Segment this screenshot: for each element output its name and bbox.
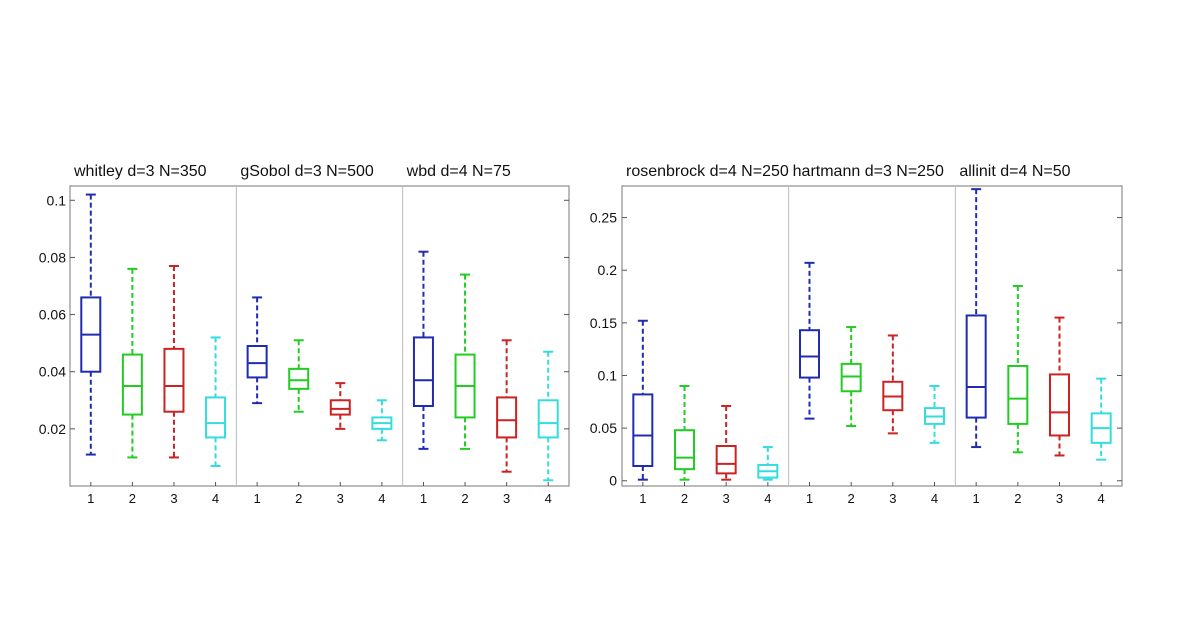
x-tick-label: 1 — [254, 491, 261, 506]
box-1: 1 — [246, 296, 268, 506]
box-4: 4 — [205, 336, 227, 506]
box-4: 4 — [1090, 377, 1112, 506]
y-tick-label: 0 — [609, 473, 617, 489]
x-tick-label: 1 — [973, 491, 980, 506]
iqr-box — [1049, 373, 1070, 437]
panel-title: hartmann d=3 N=250 — [793, 163, 944, 180]
iqr-box — [537, 399, 559, 439]
x-tick-label: 4 — [931, 491, 938, 506]
box-2: 2 — [288, 339, 310, 506]
iqr-box — [288, 367, 310, 390]
box-3: 3 — [163, 265, 185, 506]
y-tick-label: 0.02 — [39, 421, 66, 437]
box-3: 3 — [715, 405, 737, 506]
box-4: 4 — [757, 446, 779, 506]
panel-3: allinit d=4 N=50 1 2 3 4 — [954, 163, 1112, 506]
box-4: 4 — [371, 399, 393, 506]
box-1: 1 — [799, 261, 820, 506]
x-tick-label: 3 — [1056, 491, 1063, 506]
x-tick-label: 1 — [87, 491, 94, 506]
box-4: 4 — [924, 385, 945, 506]
x-tick-label: 1 — [639, 491, 646, 506]
iqr-box — [496, 396, 518, 439]
panel-2: gSobol d=3 N=500 1 2 3 4 — [235, 163, 393, 506]
panel-title: wbd d=4 N=75 — [406, 163, 511, 180]
x-tick-label: 2 — [681, 491, 688, 506]
iqr-box — [632, 393, 654, 467]
box-2: 2 — [121, 267, 143, 506]
x-tick-label: 2 — [129, 491, 136, 506]
y-tick-label: 0.25 — [590, 210, 617, 226]
iqr-box — [329, 399, 351, 416]
box-3: 3 — [1049, 316, 1070, 506]
box-3: 3 — [496, 339, 518, 506]
box-2: 2 — [840, 326, 862, 506]
iqr-box — [121, 353, 143, 416]
x-tick-label: 4 — [545, 491, 552, 506]
x-tick-label: 4 — [1098, 491, 1105, 506]
panel-title: gSobol d=3 N=500 — [240, 163, 374, 180]
x-tick-label: 3 — [503, 491, 510, 506]
iqr-box — [412, 336, 434, 407]
x-tick-label: 4 — [212, 491, 219, 506]
panel-title: rosenbrock d=4 N=250 — [626, 163, 789, 180]
box-1: 1 — [80, 193, 102, 506]
y-tick-label: 0.05 — [590, 420, 617, 436]
iqr-box — [674, 429, 695, 471]
y-tick-label: 0.15 — [590, 315, 617, 331]
box-3: 3 — [882, 334, 904, 506]
chart-1: 0.02 0.04 0.06 0.08 0.1 whitley d=3 N=350 1 2 3 4… — [39, 163, 570, 506]
x-tick-label: 1 — [806, 491, 813, 506]
x-tick-label: 2 — [295, 491, 302, 506]
plot-frame — [69, 185, 570, 487]
x-tick-label: 3 — [170, 491, 177, 506]
y-tick-label: 0.2 — [598, 262, 618, 278]
y-tick-label: 0.08 — [39, 249, 66, 265]
iqr-box — [163, 347, 185, 413]
iqr-box — [715, 445, 737, 475]
x-tick-label: 1 — [420, 491, 427, 506]
panel-1: rosenbrock d=4 N=250 1 2 3 4 — [626, 163, 789, 506]
y-tick-label: 0.06 — [39, 307, 66, 323]
panel-3: wbd d=4 N=75 1 2 3 4 — [402, 163, 559, 506]
y-tick-label: 0.04 — [39, 364, 66, 380]
panel-2: hartmann d=3 N=250 1 2 3 4 — [788, 163, 945, 506]
box-2: 2 — [1007, 285, 1029, 506]
iqr-box — [246, 345, 268, 379]
chart-2: 0 0.05 0.1 0.15 0.2 0.25 rosenbrock d=4 N=250 1… — [590, 163, 1123, 506]
charts-root: 0.02 0.04 0.06 0.08 0.1 whitley d=3 N=350 1 2 3 4… — [39, 163, 1123, 506]
box-3: 3 — [329, 382, 351, 506]
iqr-box — [205, 396, 227, 439]
box-1: 1 — [632, 319, 654, 506]
y-tick-label: 0.1 — [598, 367, 618, 383]
x-tick-label: 2 — [1014, 491, 1021, 506]
box-4: 4 — [537, 350, 559, 506]
panel-1: whitley d=3 N=350 1 2 3 4 — [73, 163, 227, 506]
plot-frame — [621, 185, 1123, 487]
box-1: 1 — [965, 188, 987, 506]
iqr-box — [1007, 365, 1029, 425]
box-1: 1 — [412, 250, 434, 506]
box-2: 2 — [674, 385, 695, 506]
iqr-box — [840, 362, 862, 393]
iqr-box — [799, 329, 820, 379]
x-tick-label: 2 — [848, 491, 855, 506]
y-tick-label: 0.1 — [47, 192, 67, 208]
x-tick-label: 3 — [723, 491, 730, 506]
box-2: 2 — [454, 273, 476, 506]
x-tick-label: 4 — [764, 491, 771, 506]
x-tick-label: 4 — [378, 491, 385, 506]
panel-title: allinit d=4 N=50 — [959, 163, 1070, 180]
x-tick-label: 3 — [337, 491, 344, 506]
panel-title: whitley d=3 N=350 — [73, 163, 207, 180]
x-tick-label: 3 — [889, 491, 896, 506]
x-tick-label: 2 — [461, 491, 468, 506]
iqr-box — [965, 314, 987, 419]
